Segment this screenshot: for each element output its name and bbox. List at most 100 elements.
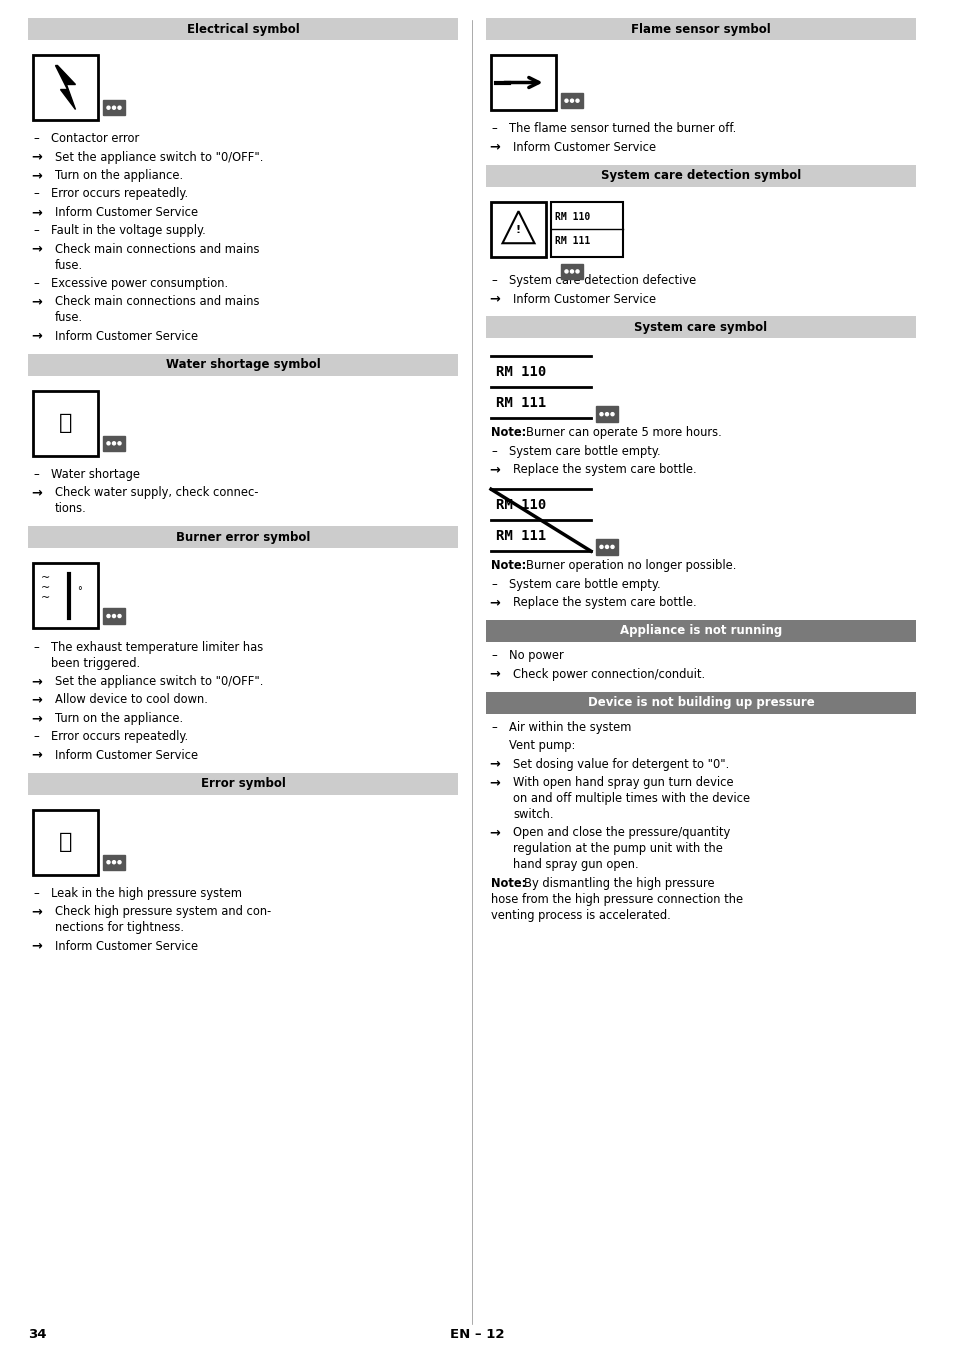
Text: 34: 34 [28, 1327, 47, 1340]
Text: →: → [489, 776, 499, 789]
Circle shape [570, 99, 573, 103]
Bar [28, 18, 457, 41]
Bar [491, 202, 545, 257]
Text: No power: No power [509, 650, 563, 662]
Text: fuse.: fuse. [55, 311, 83, 325]
Text: Inform Customer Service: Inform Customer Service [513, 141, 656, 154]
Text: been triggered.: been triggered. [51, 657, 140, 670]
Text: RM 110: RM 110 [555, 213, 590, 222]
Text: →: → [30, 940, 42, 953]
Text: !: ! [516, 225, 520, 236]
Text: Inform Customer Service: Inform Customer Service [55, 940, 198, 953]
Text: –: – [33, 278, 39, 290]
Text: Replace the system care bottle.: Replace the system care bottle. [513, 463, 696, 477]
Text: →: → [30, 242, 42, 256]
Text: Open and close the pressure/quantity: Open and close the pressure/quantity [513, 826, 729, 839]
Text: →: → [30, 295, 42, 309]
Circle shape [107, 615, 110, 617]
Text: Check water supply, check connec-: Check water supply, check connec- [55, 486, 258, 500]
Text: Inform Customer Service: Inform Customer Service [55, 206, 198, 219]
Text: –: – [491, 722, 497, 734]
Circle shape [605, 546, 608, 548]
Text: Appliance is not running: Appliance is not running [619, 624, 781, 638]
Bar [560, 93, 582, 108]
Circle shape [107, 441, 110, 445]
Polygon shape [55, 65, 75, 110]
Circle shape [605, 413, 608, 416]
Text: Set dosing value for detergent to "0".: Set dosing value for detergent to "0". [513, 758, 728, 770]
Circle shape [112, 615, 115, 617]
Text: Check main connections and mains: Check main connections and mains [55, 295, 259, 309]
Text: Replace the system care bottle.: Replace the system care bottle. [513, 596, 696, 609]
Bar [596, 539, 618, 555]
Text: hand spray gun open.: hand spray gun open. [513, 858, 638, 872]
Text: –: – [491, 650, 497, 662]
Text: →: → [489, 826, 499, 839]
Text: System care symbol: System care symbol [634, 321, 767, 334]
Text: Check main connections and mains: Check main connections and mains [55, 242, 259, 256]
Text: –: – [33, 133, 39, 145]
Text: Inform Customer Service: Inform Customer Service [55, 749, 198, 761]
Text: RM 111: RM 111 [496, 528, 546, 543]
Text: Water shortage symbol: Water shortage symbol [166, 357, 320, 371]
Text: Excessive power consumption.: Excessive power consumption. [51, 278, 228, 290]
Bar [28, 353, 457, 375]
Text: →: → [489, 668, 499, 681]
Circle shape [118, 441, 121, 445]
Text: RM 111: RM 111 [555, 237, 590, 246]
Bar [33, 390, 98, 456]
Bar [28, 527, 457, 548]
Text: Inform Customer Service: Inform Customer Service [513, 292, 656, 306]
Text: Check power connection/conduit.: Check power connection/conduit. [513, 668, 704, 681]
Text: By dismantling the high pressure: By dismantling the high pressure [523, 877, 714, 890]
Text: Error occurs repeatedly.: Error occurs repeatedly. [51, 187, 188, 200]
Circle shape [118, 106, 121, 110]
Bar [33, 563, 98, 628]
Text: The exhaust temperature limiter has: The exhaust temperature limiter has [51, 640, 263, 654]
Text: Turn on the appliance.: Turn on the appliance. [55, 169, 183, 183]
Bar [103, 100, 125, 115]
Circle shape [112, 441, 115, 445]
Bar [103, 854, 125, 869]
Circle shape [610, 413, 614, 416]
Polygon shape [502, 211, 534, 244]
Bar [596, 406, 618, 422]
Text: →: → [30, 169, 42, 183]
Text: →: → [30, 329, 42, 343]
Text: Error occurs repeatedly.: Error occurs repeatedly. [51, 730, 188, 743]
Text: The flame sensor turned the burner off.: The flame sensor turned the burner off. [509, 122, 736, 135]
Text: →: → [30, 712, 42, 724]
Bar [103, 436, 125, 451]
Text: –: – [33, 887, 39, 900]
Text: System care detection defective: System care detection defective [509, 274, 696, 287]
Text: ~: ~ [41, 582, 51, 593]
Text: Leak in the high pressure system: Leak in the high pressure system [51, 887, 242, 900]
Text: RM 110: RM 110 [496, 498, 546, 512]
Text: →: → [30, 676, 42, 688]
Text: Vent pump:: Vent pump: [509, 739, 575, 753]
Circle shape [576, 99, 578, 103]
Circle shape [599, 546, 602, 548]
Text: RM 110: RM 110 [496, 366, 546, 379]
Circle shape [564, 99, 567, 103]
Text: hose from the high pressure connection the: hose from the high pressure connection t… [491, 892, 742, 906]
Text: Contactor error: Contactor error [51, 133, 139, 145]
Text: Note:: Note: [491, 427, 526, 440]
Circle shape [564, 269, 567, 274]
Circle shape [112, 861, 115, 864]
Bar [485, 317, 915, 338]
Text: –: – [33, 225, 39, 237]
Text: Inform Customer Service: Inform Customer Service [55, 329, 198, 343]
Text: Air within the system: Air within the system [509, 722, 631, 734]
Text: –: – [491, 122, 497, 135]
Text: Flame sensor symbol: Flame sensor symbol [631, 23, 770, 35]
Text: ~: ~ [41, 593, 51, 603]
Text: Electrical symbol: Electrical symbol [187, 23, 299, 35]
Text: System care detection symbol: System care detection symbol [600, 169, 801, 183]
Circle shape [118, 615, 121, 617]
Bar [551, 202, 622, 257]
Bar [103, 608, 125, 624]
Text: →: → [489, 596, 499, 609]
Circle shape [570, 269, 573, 274]
Text: –: – [33, 730, 39, 743]
